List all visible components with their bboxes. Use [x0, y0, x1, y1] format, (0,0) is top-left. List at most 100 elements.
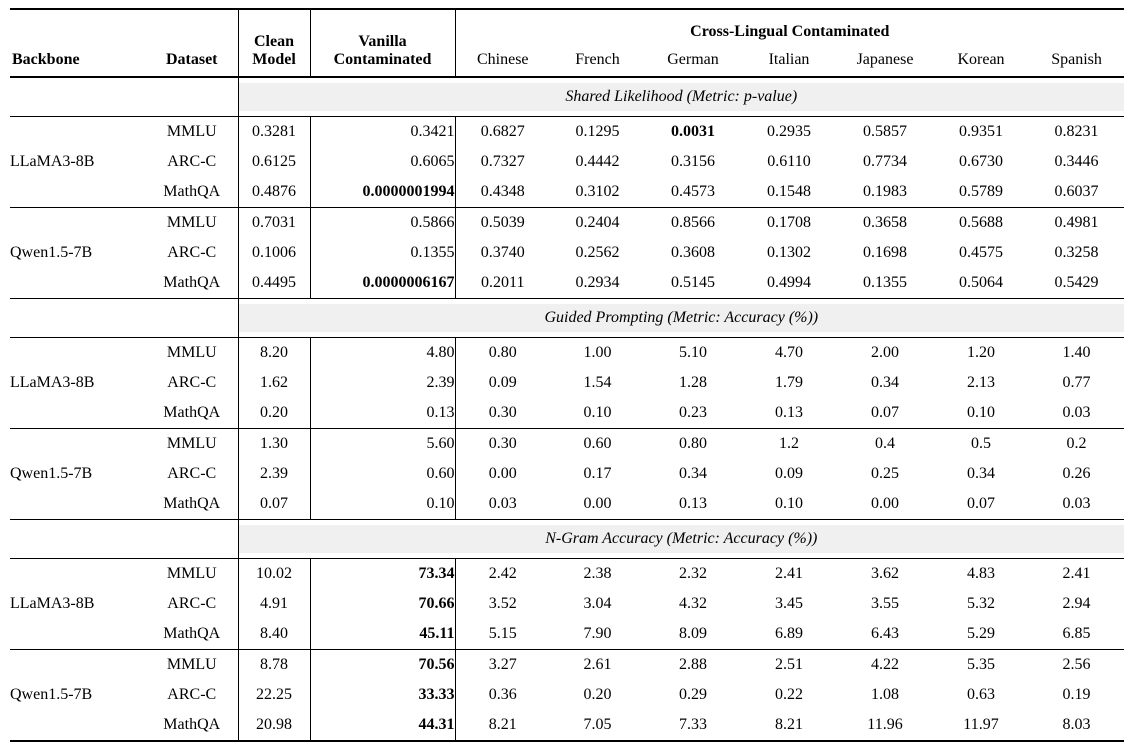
band-lead-spacer [10, 77, 239, 117]
table-row: LLaMA3-8B MMLU 8.20 4.80 0.80 1.00 5.10 4.70 2.0… [10, 337, 1124, 391]
cell-spanish: 0.19 [1062, 686, 1091, 703]
cell-german: 7.33 [679, 716, 707, 733]
cell-french: 0.00 [583, 495, 612, 512]
section-title: N-Gram Accuracy (Metric: Accuracy (%)) [238, 525, 1125, 553]
dataset-label: MathQA [146, 619, 239, 650]
cell-vanilla: 0.3421 [310, 116, 456, 147]
cell-french: 0.10 [583, 404, 612, 421]
cell-chinese: 0.80 [488, 344, 517, 361]
cell-japanese: 0.07 [871, 404, 899, 421]
dataset-label: MathQA [146, 710, 239, 741]
cell-italian: 0.1708 [767, 214, 811, 231]
section-band: Guided Prompting (Metric: Accuracy (%)) [10, 298, 1125, 338]
cell-japanese: 0.1355 [863, 274, 907, 291]
table-row: LLaMA3-8B MMLU 0.3281 0.3421 0.6827 0.1295 0.0… [10, 116, 1124, 170]
cell-japanese: 0.5857 [863, 123, 907, 140]
cell-clean: 8.78 [238, 649, 311, 680]
cell-vanilla: 0.1355 [310, 238, 456, 268]
cell-korean: 0.5 [971, 435, 991, 452]
cell-italian: 8.21 [775, 716, 803, 733]
cell-clean: 0.1006 [238, 238, 311, 268]
backbone-group: LLaMA3-8B MMLU 10.02 73.34 2.42 2.38 2.32 2.41 3… [10, 558, 1124, 650]
section-band-row: N-Gram Accuracy (Metric: Accuracy (%)) [10, 519, 1125, 559]
header-lang-italian: Italian [768, 51, 810, 68]
cell-vanilla: 4.80 [310, 337, 456, 368]
cell-french: 2.61 [583, 656, 612, 673]
cell-japanese: 3.62 [871, 565, 899, 582]
cell-clean: 0.4495 [238, 268, 311, 299]
cell-french: 0.3102 [575, 183, 620, 200]
header-cross-lingual-group: Cross-Lingual Contaminated [690, 23, 890, 40]
cell-spanish: 0.4981 [1054, 214, 1099, 231]
cell-italian: 0.1548 [767, 183, 811, 200]
cell-korean: 0.6730 [959, 153, 1003, 170]
table-row: ARC-C 22.25 33.33 0.36 0.20 0.29 0.22 1.08 0.63 0… [10, 680, 1124, 710]
backbone-label: LLaMA3-8B [10, 374, 95, 391]
cell-spanish: 6.85 [1062, 625, 1091, 642]
cell-clean: 4.91 [238, 589, 311, 619]
cell-vanilla: 0.13 [310, 398, 456, 429]
dataset-label: MMLU [146, 207, 239, 238]
cell-spanish: 0.3258 [1054, 244, 1099, 261]
cell-vanilla: 45.11 [310, 619, 456, 650]
cell-french: 0.2934 [575, 274, 620, 291]
cell-chinese: 0.7327 [480, 153, 525, 170]
cell-french: 7.90 [583, 625, 612, 642]
cell-german: 0.4573 [671, 183, 715, 200]
cell-chinese: 8.21 [488, 716, 517, 733]
cell-german: 0.34 [679, 465, 707, 482]
cell-japanese: 6.43 [871, 625, 899, 642]
table-row: MathQA 0.4495 0.0000006167 0.2011 0.2934 0.51… [10, 268, 1124, 299]
cell-italian: 1.79 [775, 374, 803, 391]
table-row: MathQA 20.98 44.31 8.21 7.05 7.33 8.21 11.96 11.… [10, 710, 1124, 741]
cell-spanish: 0.26 [1062, 465, 1091, 482]
table-row: LLaMA3-8B MMLU 10.02 73.34 2.42 2.38 2.32 2.41 3… [10, 558, 1124, 612]
cell-french: 1.00 [583, 344, 612, 361]
cell-german: 0.29 [679, 686, 707, 703]
cell-vanilla: 44.31 [310, 710, 456, 741]
cell-chinese: 0.00 [488, 465, 517, 482]
cell-italian: 0.2935 [767, 123, 811, 140]
dataset-label: MMLU [146, 428, 239, 459]
cell-french: 0.4442 [575, 153, 620, 170]
header-vanilla-contaminated: Vanilla Contaminated [310, 9, 456, 77]
cell-spanish: 0.6037 [1054, 183, 1099, 200]
cell-chinese: 3.27 [488, 656, 517, 673]
cell-german: 0.0031 [671, 123, 715, 140]
dataset-label: ARC-C [146, 680, 239, 710]
cell-vanilla: 0.10 [310, 489, 456, 520]
cell-vanilla: 0.60 [310, 459, 456, 489]
cell-japanese: 0.25 [871, 465, 899, 482]
cell-german: 0.3156 [671, 153, 715, 170]
dataset-label: ARC-C [146, 459, 239, 489]
table-row: Qwen1.5-7B MMLU 1.30 5.60 0.30 0.60 0.80 1.2 0.4… [10, 428, 1124, 482]
cell-vanilla: 33.33 [310, 680, 456, 710]
cell-italian: 3.45 [775, 595, 803, 612]
backbone-group: LLaMA3-8B MMLU 8.20 4.80 0.80 1.00 5.10 4.70 2.0… [10, 337, 1124, 429]
cell-italian: 0.13 [775, 404, 803, 421]
cell-chinese: 0.3740 [480, 244, 525, 261]
cell-french: 0.20 [583, 686, 612, 703]
cell-clean: 2.39 [238, 459, 311, 489]
cell-german: 0.3608 [671, 244, 715, 261]
cell-german: 1.28 [679, 374, 707, 391]
cell-spanish: 0.8231 [1054, 123, 1099, 140]
dataset-label: ARC-C [146, 147, 239, 177]
cell-spanish: 0.77 [1062, 374, 1091, 391]
cell-french: 1.54 [583, 374, 612, 391]
cell-italian: 2.41 [775, 565, 803, 582]
section-title-cell: Guided Prompting (Metric: Accuracy (%)) [238, 299, 1125, 338]
cell-korean: 0.5688 [959, 214, 1003, 231]
cell-italian: 0.10 [775, 495, 803, 512]
cell-spanish: 2.56 [1062, 656, 1091, 673]
cell-german: 8.09 [679, 625, 707, 642]
cell-vanilla: 0.0000001994 [310, 177, 456, 208]
table-header: Backbone Dataset Clean Model Vanilla Con… [10, 9, 1125, 77]
cell-vanilla: 5.60 [310, 428, 456, 459]
backbone-label: Qwen1.5-7B [10, 686, 93, 703]
table-row: ARC-C 2.39 0.60 0.00 0.17 0.34 0.09 0.25 0.34 0.2… [10, 459, 1124, 489]
cell-italian: 2.51 [775, 656, 803, 673]
cell-clean: 0.20 [238, 398, 311, 429]
section-title-cell: N-Gram Accuracy (Metric: Accuracy (%)) [238, 520, 1125, 559]
cell-french: 2.38 [583, 565, 612, 582]
